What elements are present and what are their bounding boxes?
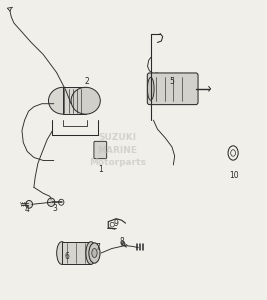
FancyBboxPatch shape (62, 242, 91, 264)
Text: 5: 5 (170, 77, 174, 86)
Text: 6: 6 (65, 251, 69, 260)
Circle shape (153, 73, 160, 81)
Text: SUZUKI
MARINE
Motorparts: SUZUKI MARINE Motorparts (89, 133, 146, 167)
Ellipse shape (71, 87, 100, 114)
Text: 2: 2 (85, 77, 89, 86)
Ellipse shape (147, 77, 154, 100)
Text: 3: 3 (53, 204, 58, 213)
Text: 7: 7 (95, 242, 100, 251)
FancyBboxPatch shape (94, 141, 107, 159)
Circle shape (48, 198, 55, 206)
Text: 10: 10 (230, 171, 239, 180)
Text: 9: 9 (114, 219, 119, 228)
FancyBboxPatch shape (147, 73, 198, 105)
Ellipse shape (92, 248, 97, 257)
Circle shape (121, 242, 125, 246)
FancyBboxPatch shape (63, 87, 86, 114)
Circle shape (26, 200, 33, 208)
Ellipse shape (57, 242, 67, 264)
Ellipse shape (49, 87, 78, 114)
Text: 4: 4 (25, 205, 30, 214)
Ellipse shape (89, 243, 100, 263)
Text: 1: 1 (98, 165, 103, 174)
Text: 8: 8 (119, 237, 124, 246)
Ellipse shape (86, 242, 96, 264)
